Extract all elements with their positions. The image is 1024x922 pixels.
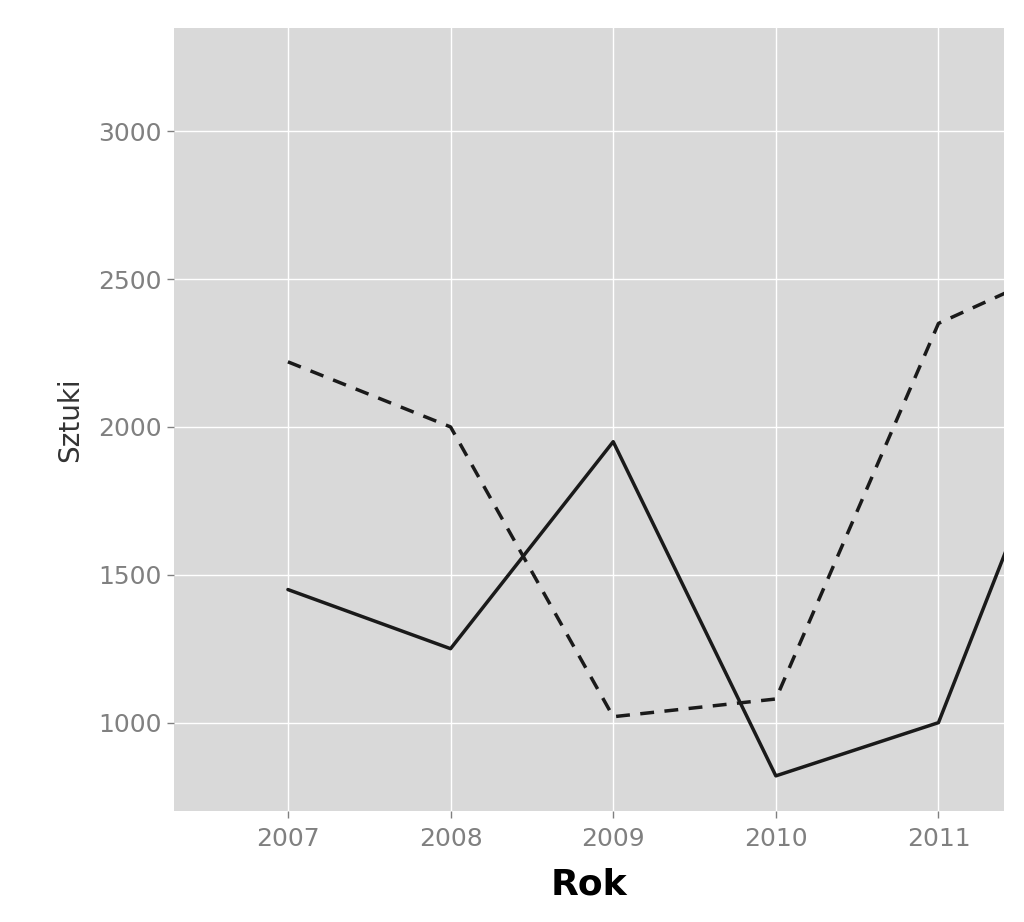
X-axis label: Rok: Rok <box>551 868 627 902</box>
Y-axis label: Sztuki: Sztuki <box>56 377 84 462</box>
